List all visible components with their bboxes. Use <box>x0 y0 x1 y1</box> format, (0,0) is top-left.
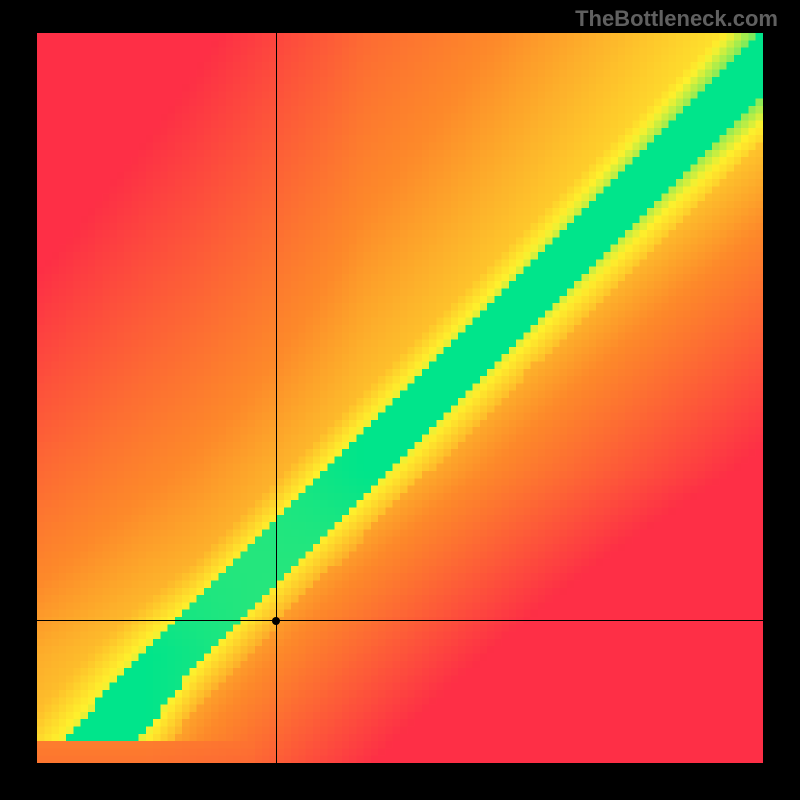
bottleneck-heatmap <box>37 33 763 763</box>
watermark-text: TheBottleneck.com <box>575 6 778 32</box>
chart-container: TheBottleneck.com <box>0 0 800 800</box>
